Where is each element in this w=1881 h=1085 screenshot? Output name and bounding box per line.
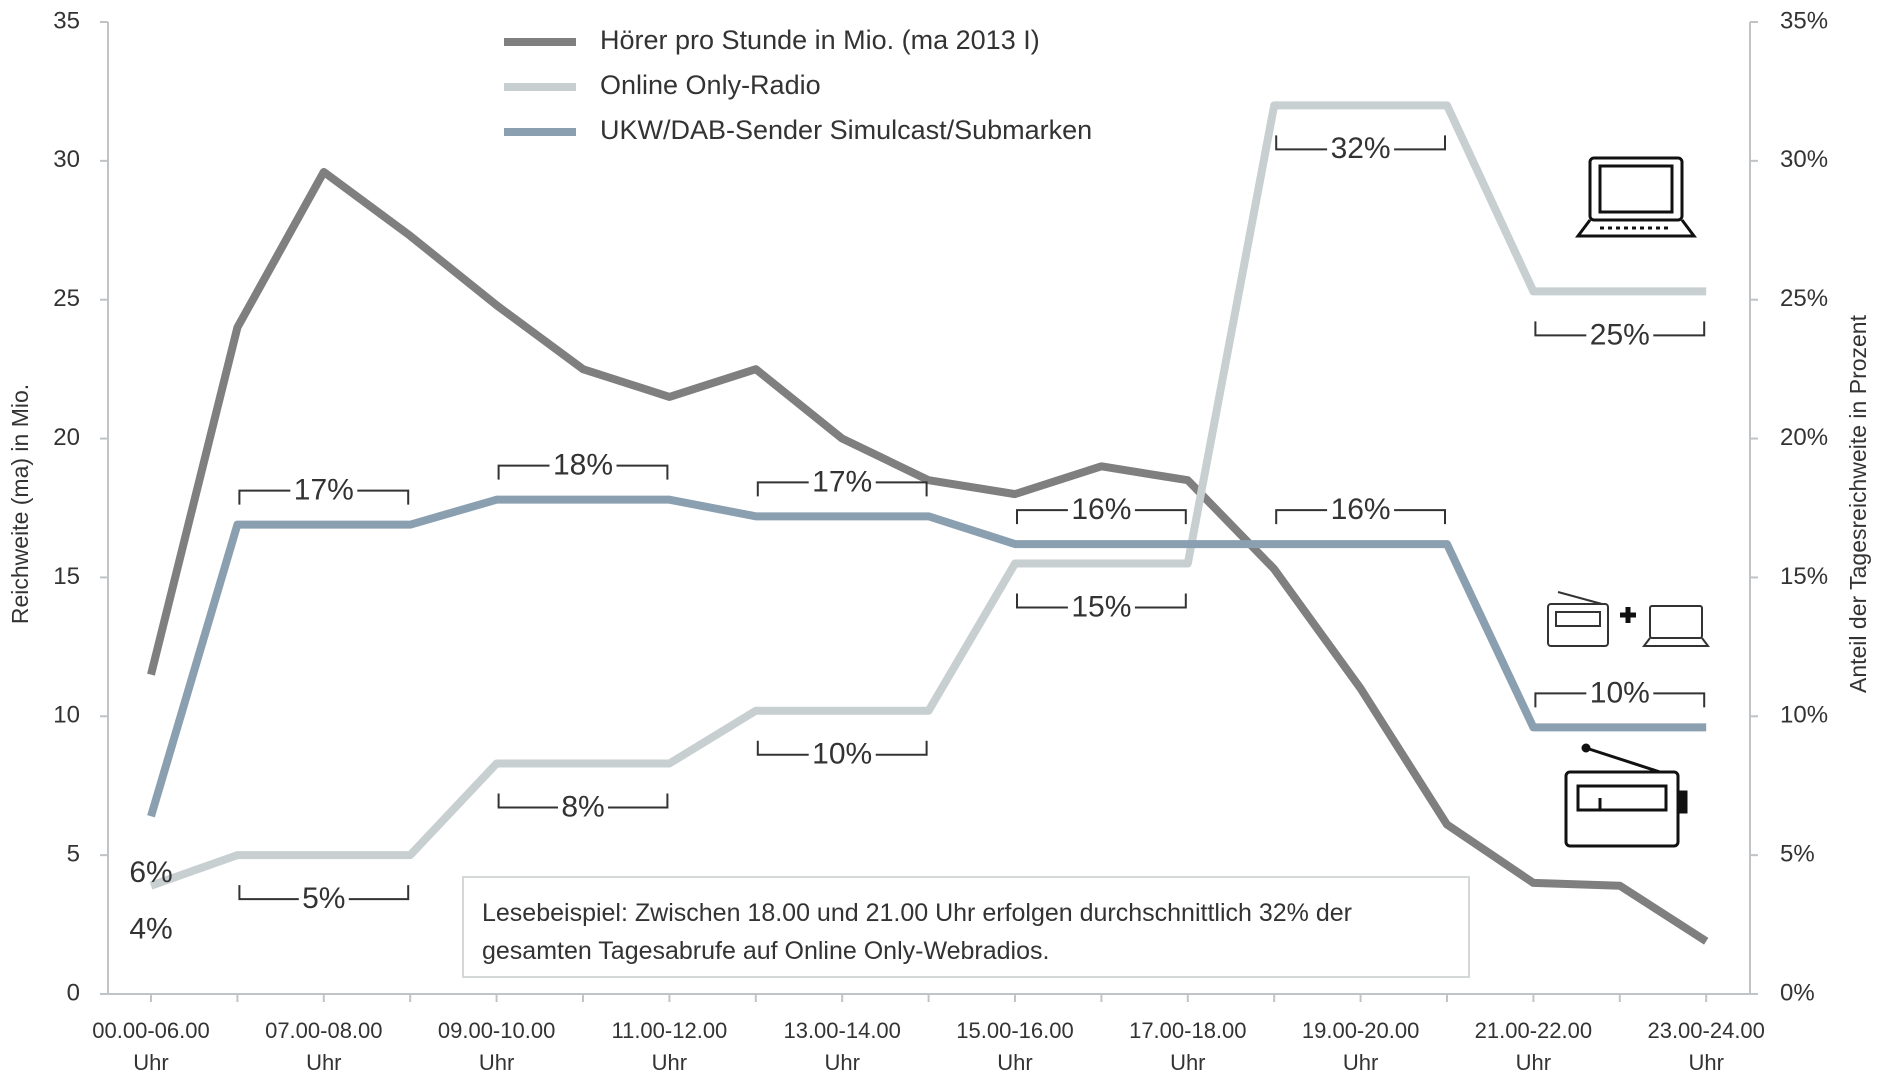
y-tick-label: 15 — [53, 563, 80, 590]
y2-tick-label: 35% — [1780, 7, 1828, 34]
legend-label: Online Only-Radio — [600, 70, 821, 100]
x-tick-label: 07.00-08.00 Uhr — [265, 1018, 383, 1075]
y2-tick-label: 30% — [1780, 146, 1828, 173]
value-label: 17% — [812, 465, 872, 498]
x-tick-label: 17.00-18.00 Uhr — [1129, 1018, 1247, 1075]
label-bg — [1067, 589, 1135, 626]
y2-tick-label: 20% — [1780, 424, 1828, 451]
x-tick-label: 09.00-10.00 Uhr — [437, 1018, 556, 1075]
value-label: 16% — [1331, 493, 1391, 526]
label-bg — [1327, 131, 1395, 168]
y-tick-label: 0 — [67, 979, 80, 1006]
value-label: 17% — [294, 474, 354, 507]
value-label: 16% — [1071, 493, 1131, 526]
y-tick-label: 35 — [53, 7, 80, 34]
y-tick-label: 5 — [67, 840, 80, 867]
series-line — [147, 495, 1707, 818]
value-label: 32% — [1331, 132, 1391, 165]
y-tick-label: 20 — [53, 424, 80, 451]
value-label: 10% — [812, 738, 872, 771]
label-bg — [1327, 492, 1395, 529]
label-bg — [298, 881, 349, 918]
label-bg — [808, 464, 876, 501]
legend-label: UKW/DAB-Sender Simulcast/Submarken — [600, 115, 1092, 145]
label-bg — [1586, 675, 1654, 712]
value-label: 18% — [553, 449, 613, 482]
label-bg — [558, 789, 608, 826]
value-label: 4% — [129, 913, 172, 946]
x-tick-label: 21.00-22.00 Uhr — [1474, 1018, 1593, 1075]
value-label: 10% — [1590, 676, 1650, 709]
x-tick-label: 00.00-06.00 Uhr — [92, 1018, 210, 1075]
laptop-icon — [1575, 156, 1697, 238]
x-tick-label: 23.00-24.00 Uhr — [1647, 1018, 1765, 1075]
y2-axis-title: Anteil der Tagesreichweite in Prozent — [1845, 314, 1871, 693]
x-tick-label: 15.00-16.00 Uhr — [956, 1018, 1074, 1075]
annotation-box: Lesebeispiel: Zwischen 18.00 und 21.00 U… — [462, 876, 1470, 978]
y-axis-title: Reichweite (ma) in Mio. — [7, 384, 33, 624]
value-label: 5% — [302, 882, 345, 915]
y-tick-label: 10 — [53, 702, 80, 729]
y2-tick-label: 5% — [1780, 840, 1815, 867]
x-tick-label: 19.00-20.00 Uhr — [1301, 1018, 1420, 1075]
label-bg — [1586, 317, 1654, 354]
label-bg — [549, 447, 617, 484]
label-bg — [808, 736, 876, 773]
label-bg — [1067, 492, 1135, 529]
y-tick-label: 30 — [53, 146, 80, 173]
value-label: 8% — [561, 790, 604, 823]
value-label: 6% — [129, 856, 172, 889]
series-line — [149, 101, 1707, 890]
y2-tick-label: 10% — [1780, 702, 1828, 729]
x-tick-label: 11.00-12.00 Uhr — [611, 1018, 728, 1075]
label-bg — [290, 472, 358, 509]
value-label: 15% — [1071, 590, 1131, 623]
legend-label: Hörer pro Stunde in Mio. (ma 2013 I) — [600, 25, 1040, 55]
y2-tick-label: 0% — [1780, 979, 1815, 1006]
radio-icon — [1564, 743, 1688, 848]
x-tick-label: 13.00-14.00 Uhr — [783, 1018, 901, 1075]
y2-tick-label: 25% — [1780, 285, 1828, 312]
y2-tick-label: 15% — [1780, 563, 1828, 590]
series-line — [147, 167, 1709, 945]
value-label: 25% — [1590, 318, 1650, 351]
y-tick-label: 25 — [53, 285, 80, 312]
radio-laptop-icon — [1547, 591, 1710, 647]
